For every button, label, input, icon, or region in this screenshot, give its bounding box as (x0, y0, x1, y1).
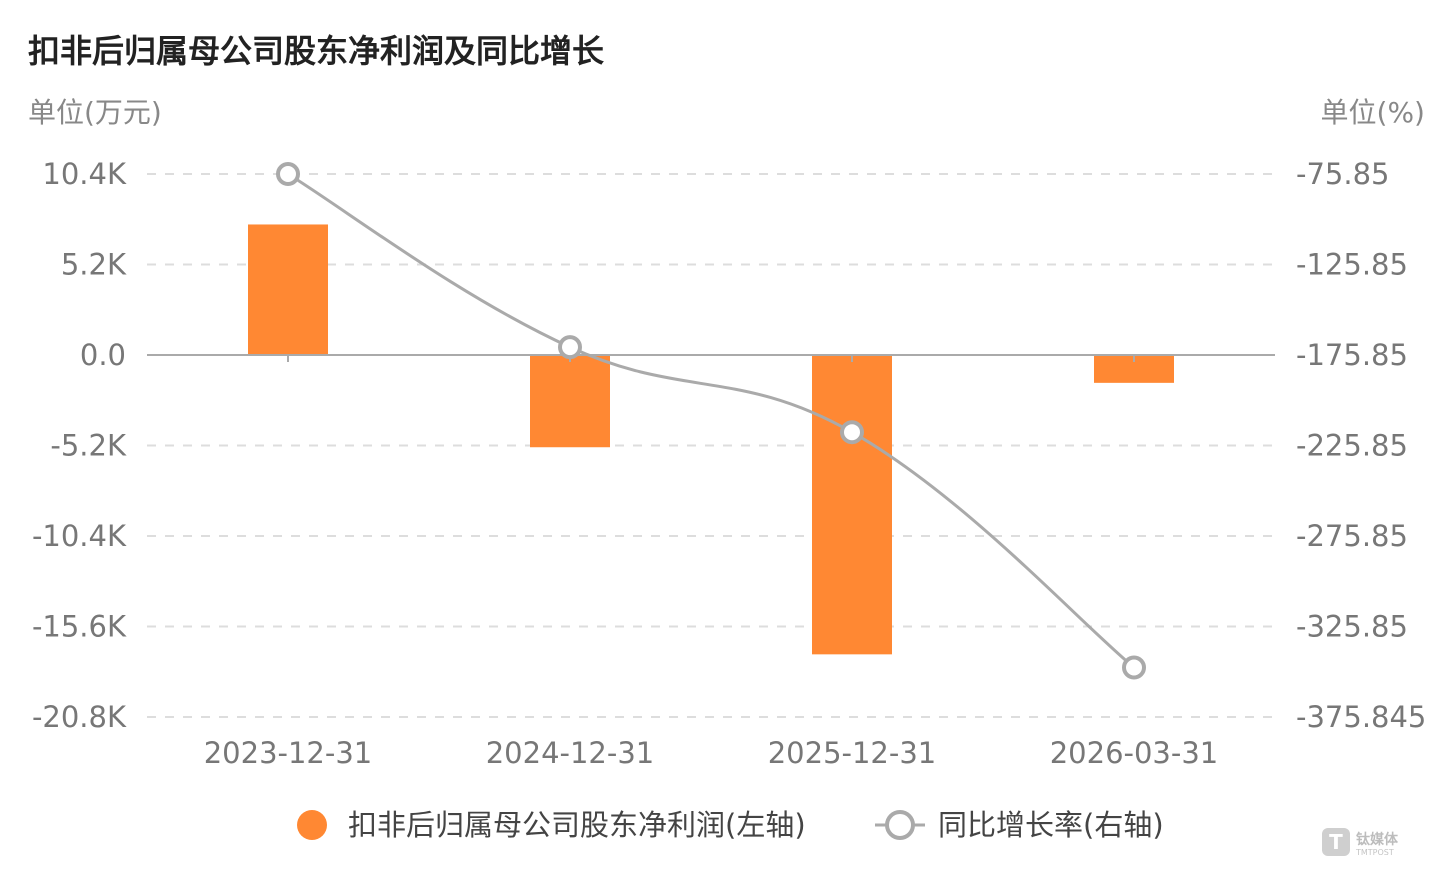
legend[interactable]: 扣非后归属母公司股东净利润(左轴) 同比增长率(右轴) (297, 808, 1164, 842)
chart-title: 扣非后归属母公司股东净利润及同比增长 (28, 32, 604, 70)
left-axis: 10.4K 5.2K 0.0 -5.2K -10.4K -15.6K -20.8K (32, 157, 127, 734)
legend-line-label: 同比增长率(右轴) (938, 808, 1164, 842)
right-tick-label: -125.85 (1296, 248, 1408, 282)
watermark-text-en: TMTPOST (1355, 848, 1394, 857)
x-tick-label: 2024-12-31 (486, 736, 655, 770)
left-tick-label: 10.4K (42, 157, 127, 191)
left-tick-label: 0.0 (80, 338, 126, 372)
x-tick-label: 2023-12-31 (204, 736, 373, 770)
left-tick-label: -5.2K (50, 429, 127, 463)
left-tick-label: -10.4K (32, 519, 127, 553)
legend-line-marker-circle (885, 810, 915, 840)
bar[interactable] (248, 224, 328, 355)
line-point[interactable] (558, 335, 582, 360)
right-tick-label: -275.85 (1296, 519, 1408, 553)
legend-bar-marker (297, 810, 327, 840)
legend-bar-label: 扣非后归属母公司股东净利润(左轴) (348, 808, 806, 842)
bar-series (248, 224, 1174, 655)
x-axis: 2023-12-31 2024-12-31 2025-12-31 2026-03-31 (204, 736, 1219, 770)
tmtpost-logo-icon (1322, 828, 1350, 856)
left-tick-label: -15.6K (32, 610, 127, 644)
right-tick-label: -175.85 (1296, 338, 1408, 372)
x-tick-label: 2026-03-31 (1050, 736, 1219, 770)
right-tick-label: -225.85 (1296, 429, 1408, 463)
right-axis-unit: 单位(%) (1321, 96, 1425, 129)
left-axis-unit: 单位(万元) (28, 96, 162, 129)
right-tick-label: -375.845 (1296, 700, 1426, 734)
right-axis: -75.85 -125.85 -175.85 -225.85 -275.85 -325.8… (1296, 157, 1426, 734)
line-point[interactable] (1122, 655, 1146, 680)
left-tick-label: 5.2K (61, 248, 127, 282)
line-series (276, 162, 1146, 680)
line-point[interactable] (840, 420, 864, 445)
growth-rate-line (287, 172, 1135, 669)
watermark-text-cn: 钛媒体 (1356, 831, 1399, 848)
x-tick-label: 2025-12-31 (768, 736, 937, 770)
right-tick-label: -325.85 (1296, 610, 1408, 644)
bar[interactable] (530, 355, 610, 448)
right-tick-label: -75.85 (1296, 157, 1390, 191)
left-tick-label: -20.8K (32, 700, 127, 734)
line-point[interactable] (276, 162, 300, 186)
bar[interactable] (812, 355, 892, 655)
grid-lines (147, 173, 1275, 718)
watermark: T 钛媒体 TMTPOST (1322, 828, 1399, 857)
tmtpost-logo-letter: T (1329, 830, 1343, 854)
